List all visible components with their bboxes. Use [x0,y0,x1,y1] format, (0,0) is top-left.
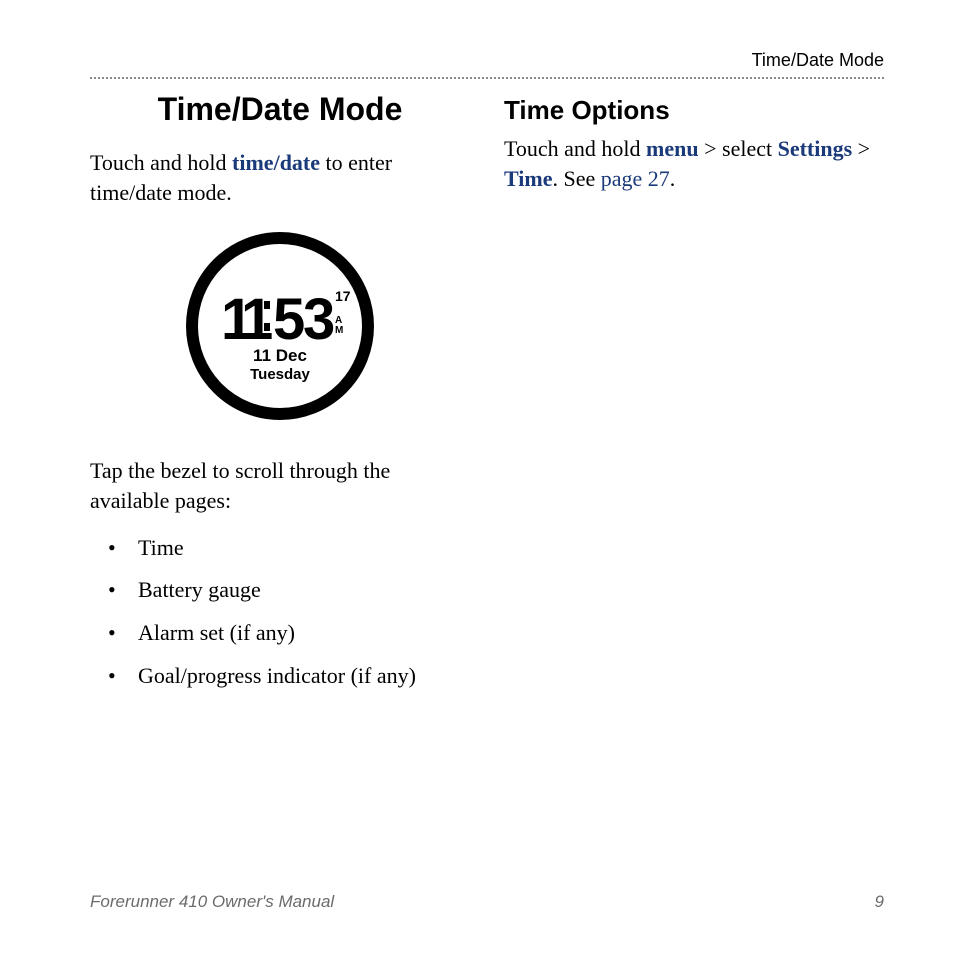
opts-end: . [670,166,676,191]
list-item: Battery gauge [108,576,470,605]
opts-mid1: > select [699,136,778,161]
intro-paragraph: Touch and hold time/date to enter time/d… [90,148,470,207]
page-number: 9 [875,892,884,912]
options-paragraph: Touch and hold menu > select Settings > … [504,134,884,193]
page-footer: Forerunner 410 Owner's Manual 9 [90,892,884,912]
right-column: Time Options Touch and hold menu > selec… [504,91,884,704]
svg-text:M: M [335,325,343,336]
page-link[interactable]: page 27 [601,166,670,191]
intro-pre: Touch and hold [90,150,232,175]
section-title: Time Options [504,95,884,126]
watch-face-svg: 1 1 5 3 17 A M 11 Dec Tuesday [185,231,375,421]
section-label: Time/Date Mode [752,50,884,70]
svg-text:1: 1 [241,287,272,352]
opts-time: Time [504,166,552,191]
scroll-instruction: Tap the bezel to scroll through the avai… [90,456,470,515]
opts-settings: Settings [778,136,853,161]
intro-bold: time/date [232,150,320,175]
svg-text:3: 3 [303,287,334,352]
left-column: Time/Date Mode Touch and hold time/date … [90,91,470,704]
content-columns: Time/Date Mode Touch and hold time/date … [90,91,884,704]
opts-pre: Touch and hold [504,136,646,161]
svg-text:11 Dec: 11 Dec [253,346,307,365]
opts-mid2: > [852,136,870,161]
svg-text:Tuesday: Tuesday [250,366,310,383]
svg-text:5: 5 [273,287,304,352]
watch-illustration: 1 1 5 3 17 A M 11 Dec Tuesday [90,231,470,426]
manual-title: Forerunner 410 Owner's Manual [90,892,334,912]
opts-post: . See [552,166,600,191]
list-item: Goal/progress indicator (if any) [108,662,470,691]
svg-text:17: 17 [335,288,351,304]
opts-menu: menu [646,136,699,161]
pages-list: Time Battery gauge Alarm set (if any) Go… [90,534,470,690]
list-item: Alarm set (if any) [108,619,470,648]
page-title: Time/Date Mode [90,91,470,128]
page-header: Time/Date Mode [90,50,884,79]
list-item: Time [108,534,470,563]
